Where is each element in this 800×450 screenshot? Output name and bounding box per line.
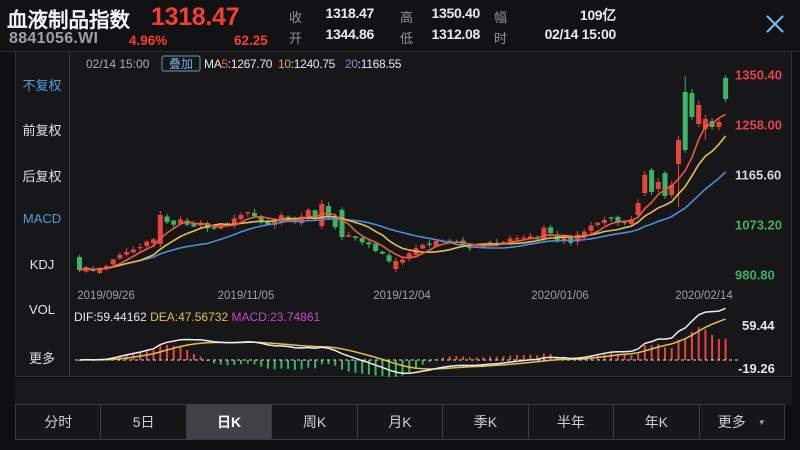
svg-text:10:1240.75: 10:1240.75 xyxy=(278,57,336,71)
svg-text:2019/11/05: 2019/11/05 xyxy=(218,290,275,302)
svg-text:02/14 15:00: 02/14 15:00 xyxy=(86,57,150,71)
svg-text:1258.00: 1258.00 xyxy=(735,118,782,133)
svg-text:DIF:59.44162.DEA:47.56732.MACD: DIF:59.44162.DEA:47.56732.MACD:23.74861 xyxy=(74,310,321,324)
svg-text:1073.20: 1073.20 xyxy=(735,218,782,233)
svg-text:2019/12/04: 2019/12/04 xyxy=(373,290,431,302)
svg-text:2019/09/26: 2019/09/26 xyxy=(77,290,135,302)
svg-text:1350.40: 1350.40 xyxy=(735,68,782,83)
svg-text:2020/02/14: 2020/02/14 xyxy=(675,290,733,302)
svg-text:1165.60: 1165.60 xyxy=(735,168,781,183)
svg-text:MA5:1267.70: MA5:1267.70 xyxy=(204,57,273,71)
svg-text:980.80: 980.80 xyxy=(735,268,775,283)
svg-text:20:1168.55: 20:1168.55 xyxy=(345,57,402,71)
svg-text:59.44: 59.44 xyxy=(742,318,775,333)
svg-text:叠加: 叠加 xyxy=(169,57,193,71)
svg-text:2020/01/06: 2020/01/06 xyxy=(531,290,589,302)
svg-text:-19.26: -19.26 xyxy=(738,361,775,376)
